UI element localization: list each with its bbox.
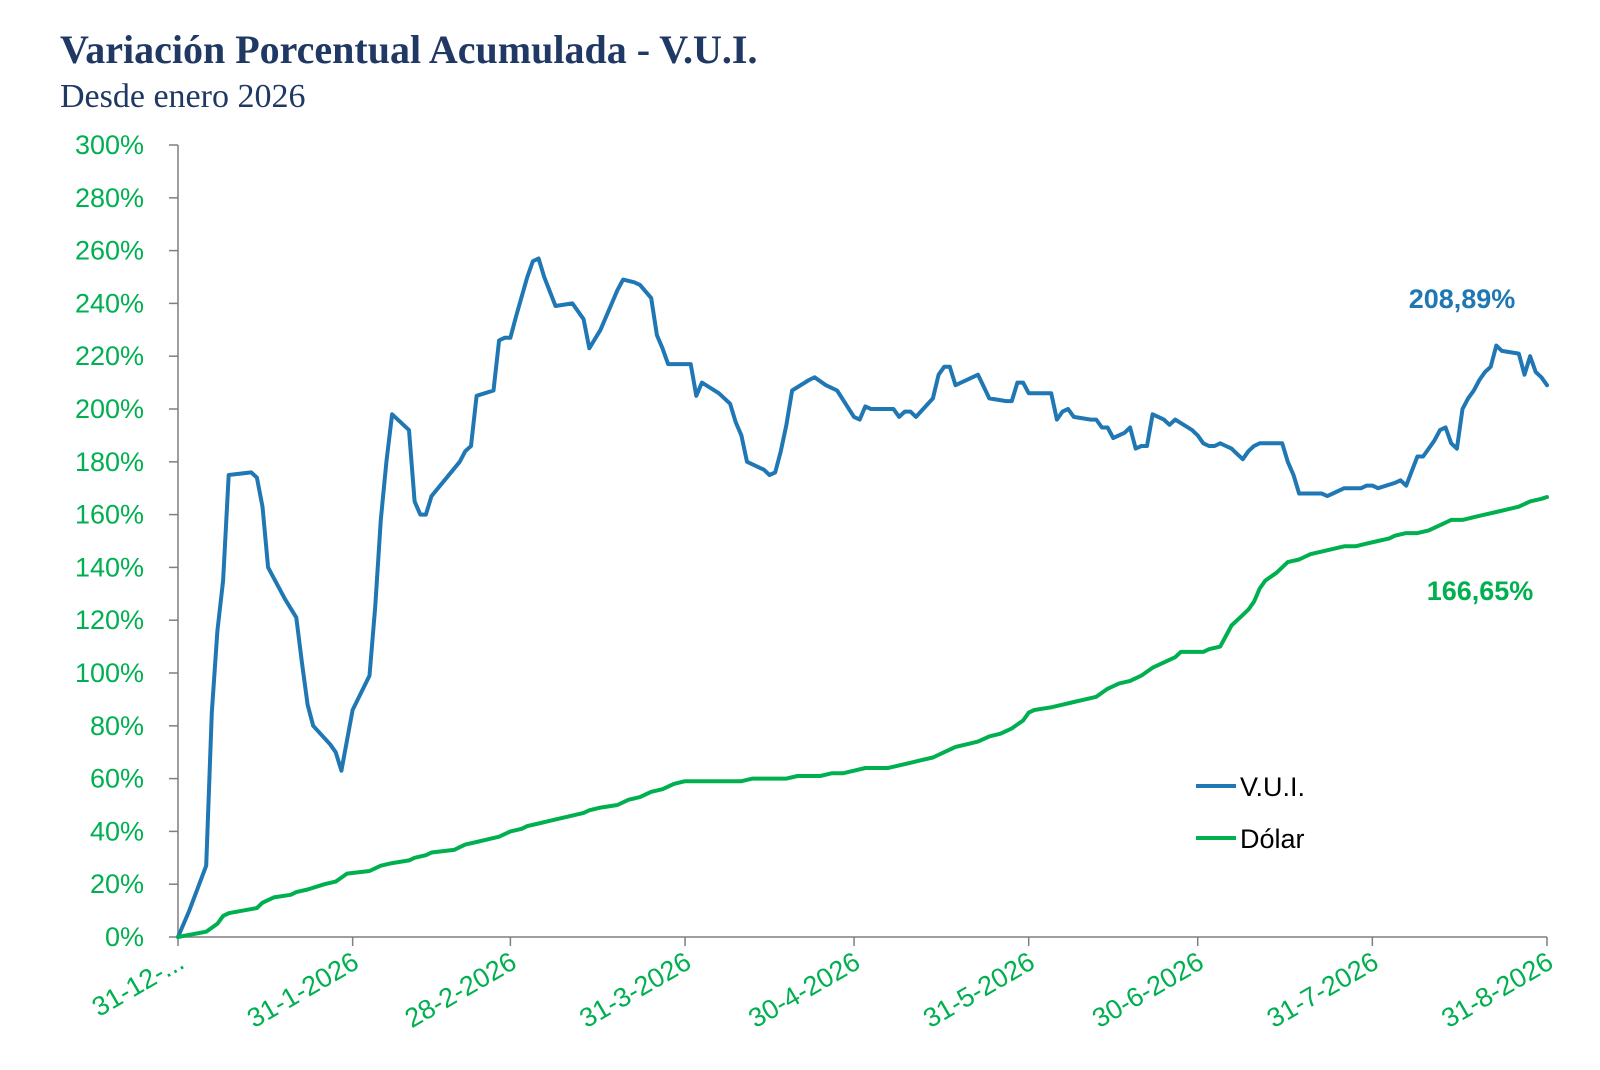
y-tick-label: 40%: [90, 816, 144, 846]
x-tick-label: 31-7-2026: [1262, 946, 1384, 1034]
y-tick-label: 20%: [90, 869, 144, 899]
chart-subtitle: Desde enero 2026: [60, 78, 306, 115]
y-tick-label: 180%: [75, 447, 144, 477]
series-line-vui: [176, 256, 1549, 939]
x-tick-label: 31-8-2026: [1436, 946, 1558, 1034]
y-tick-label: 80%: [90, 711, 144, 741]
y-tick-label: 140%: [75, 552, 144, 582]
x-tick-label: 31-1-2026: [242, 946, 364, 1034]
x-tick-label: 31-3-2026: [574, 946, 696, 1034]
y-tick-label: 0%: [105, 922, 144, 952]
end-value-label-vui: 208,89%: [1409, 284, 1516, 314]
x-tick-label: 31-12-...: [87, 946, 189, 1022]
x-tick-label: 30-6-2026: [1087, 946, 1209, 1034]
y-tick-label: 60%: [90, 764, 144, 794]
y-tick-label: 280%: [75, 183, 144, 213]
end-labels: 208,89% 166,65%: [1409, 284, 1534, 606]
legend-label: Dólar: [1240, 824, 1305, 854]
y-tick-label: 100%: [75, 658, 144, 688]
end-value-label-dolar: 166,65%: [1427, 576, 1534, 606]
legend: V.U.I. Dólar: [1196, 772, 1305, 854]
x-tick-label: 28-2-2026: [400, 946, 522, 1034]
y-tick-label: 160%: [75, 500, 144, 530]
y-tick-label: 220%: [75, 341, 144, 371]
series-line-dolar: [176, 495, 1549, 939]
y-tick-label: 240%: [75, 288, 144, 318]
legend-label: V.U.I.: [1240, 772, 1305, 802]
series-lines: [176, 256, 1549, 939]
y-tick-label: 300%: [75, 130, 144, 160]
y-axis: 0% 20% 40% 60% 80% 100% 120% 140% 160% 180% 200% 22…: [75, 130, 179, 952]
x-axis: 31-12-... 31-1-2026 28-2-2026 31-3-2026 30-4…: [87, 936, 1558, 1034]
chart-title: Variación Porcentual Acumulada - V.U.I.: [60, 27, 758, 72]
y-tick-label: 200%: [75, 394, 144, 424]
y-tick-label: 260%: [75, 236, 144, 266]
x-tick-label: 31-5-2026: [918, 946, 1040, 1034]
x-tick-label: 30-4-2026: [743, 946, 865, 1034]
y-tick-label: 120%: [75, 605, 144, 635]
